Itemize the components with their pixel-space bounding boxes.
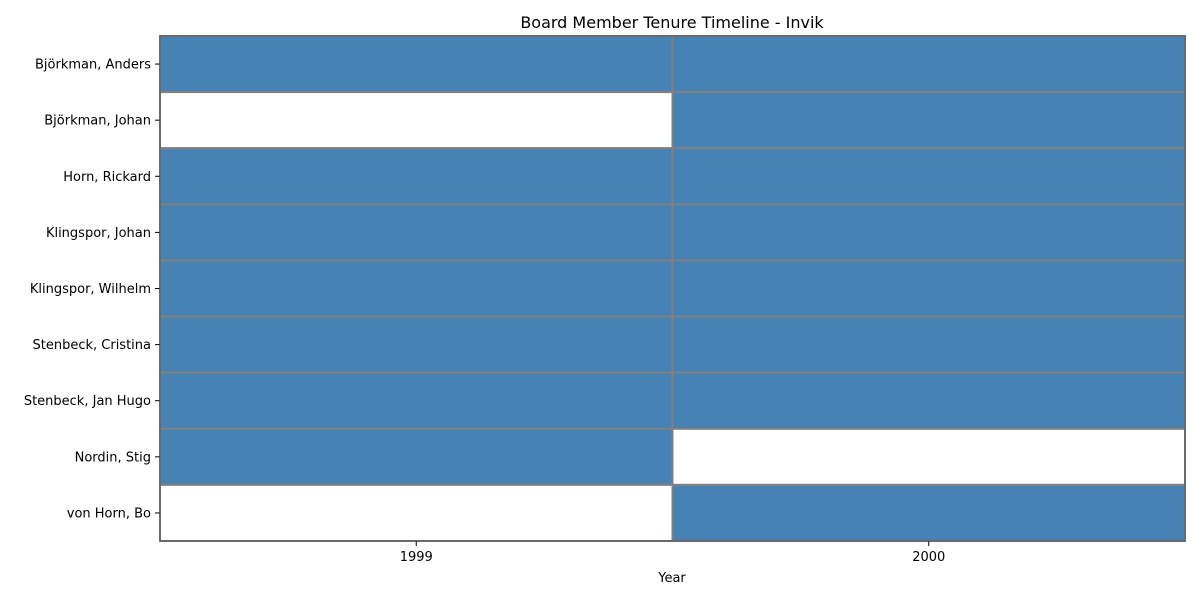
y-tick-label: Stenbeck, Jan Hugo bbox=[24, 394, 151, 409]
y-tick-label: Horn, Rickard bbox=[63, 170, 151, 185]
chart-title: Board Member Tenure Timeline - Invik bbox=[520, 13, 824, 32]
heatmap-cell bbox=[159, 259, 674, 318]
heatmap-cell bbox=[159, 91, 674, 150]
heatmap-cell bbox=[159, 315, 674, 374]
heatmap-cell bbox=[159, 203, 674, 262]
heatmap-cell bbox=[671, 371, 1186, 430]
heatmap-cell bbox=[671, 91, 1186, 150]
heatmap-cell bbox=[671, 483, 1186, 542]
x-tick-label: 2000 bbox=[912, 550, 945, 565]
heatmap-cell bbox=[159, 147, 674, 206]
x-axis-label: Year bbox=[657, 571, 686, 586]
labels-layer: Björkman, Anders Björkman, Johan Horn, Ric… bbox=[24, 58, 945, 565]
plot-frame bbox=[159, 35, 1186, 542]
heatmap-cell bbox=[671, 427, 1186, 486]
y-tick-label: Björkman, Anders bbox=[35, 58, 151, 73]
axes-layer bbox=[155, 35, 1186, 546]
heatmap-cell bbox=[159, 427, 674, 486]
cells-layer bbox=[159, 35, 1186, 542]
y-tick-label: Klingspor, Wilhelm bbox=[30, 282, 151, 297]
heatmap-cell bbox=[671, 315, 1186, 374]
y-tick-label: Stenbeck, Cristina bbox=[33, 338, 152, 353]
y-tick-label: Klingspor, Johan bbox=[46, 226, 151, 241]
heatmap-cell bbox=[159, 371, 674, 430]
heatmap-cell bbox=[671, 259, 1186, 318]
heatmap-cell bbox=[159, 35, 674, 94]
y-tick-label: von Horn, Bo bbox=[67, 506, 151, 521]
heatmap-cell bbox=[159, 483, 674, 542]
y-tick-label: Nordin, Stig bbox=[75, 450, 151, 465]
heatmap-cell bbox=[671, 35, 1186, 94]
heatmap-cell bbox=[671, 147, 1186, 206]
x-tick-label: 1999 bbox=[400, 550, 433, 565]
y-tick-label: Björkman, Johan bbox=[44, 114, 151, 129]
heatmap-cell bbox=[671, 203, 1186, 262]
